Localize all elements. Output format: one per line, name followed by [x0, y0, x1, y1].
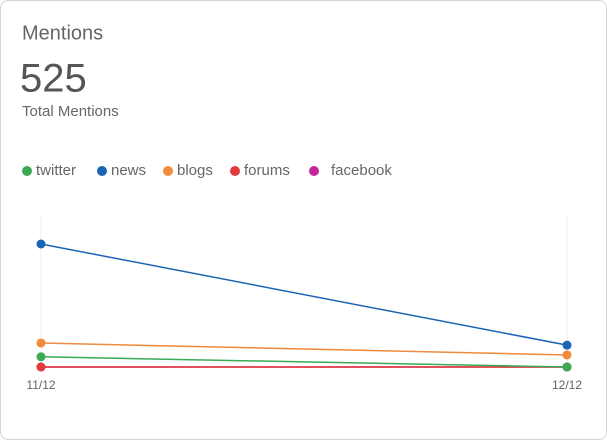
- data-point: [36, 239, 46, 249]
- legend-marker: [97, 166, 107, 176]
- data-point: [562, 362, 572, 372]
- legend-label: facebook: [331, 162, 392, 179]
- legend-label: blogs: [177, 162, 213, 179]
- series-line: [40, 243, 568, 346]
- total-value: 525: [20, 57, 87, 101]
- legend-label: twitter: [36, 162, 76, 179]
- data-point: [36, 362, 46, 372]
- series-line: [40, 356, 568, 368]
- legend-label: news: [111, 162, 146, 179]
- total-label: Total Mentions: [22, 103, 119, 120]
- data-point: [36, 338, 46, 348]
- data-point: [36, 352, 46, 362]
- data-point: [562, 350, 572, 360]
- x-tick-label: 11/12: [26, 378, 55, 392]
- legend-marker: [230, 166, 240, 176]
- data-point: [562, 340, 572, 350]
- legend-label: forums: [244, 162, 290, 179]
- x-tick-label: 12/12: [552, 378, 582, 392]
- series-line: [40, 342, 568, 356]
- legend-marker: [309, 166, 319, 176]
- legend-marker: [163, 166, 173, 176]
- legend-marker: [22, 166, 32, 176]
- card-title: Mentions: [22, 22, 103, 44]
